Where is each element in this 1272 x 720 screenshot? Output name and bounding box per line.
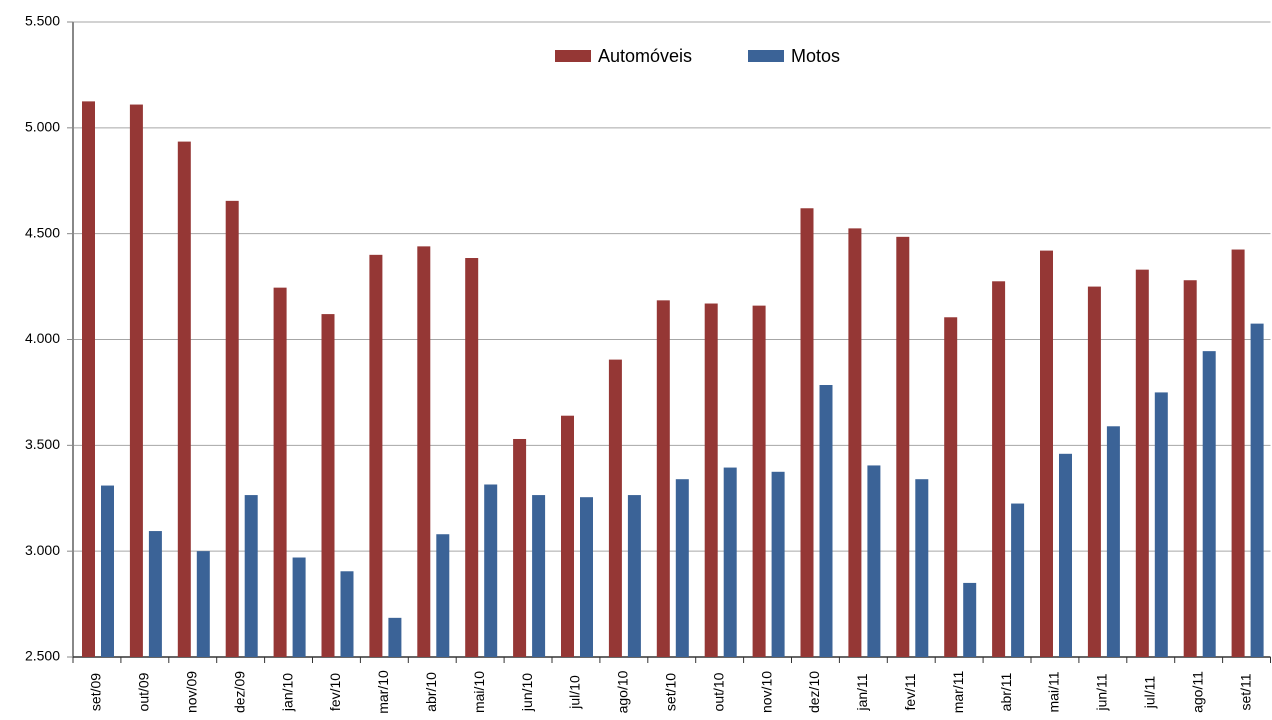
bar: [196, 551, 210, 657]
bar: [1011, 503, 1025, 657]
bar: [608, 359, 622, 657]
bar: [800, 208, 814, 657]
bar: [656, 300, 670, 657]
x-tick-label: fev/11: [902, 673, 918, 710]
bar: [944, 317, 958, 657]
bar: [148, 531, 162, 657]
bar: [436, 534, 450, 657]
legend-label: Automóveis: [598, 46, 692, 66]
x-tick-label: out/10: [710, 672, 726, 711]
bar: [819, 385, 833, 657]
x-tick-label: set/10: [662, 673, 678, 711]
x-tick-label: fev/10: [327, 673, 343, 711]
bar: [369, 254, 383, 658]
bar: [292, 557, 306, 657]
bar: [867, 465, 881, 657]
bar: [963, 582, 977, 657]
x-tick-label: nov/09: [183, 671, 199, 713]
bar: [627, 495, 641, 657]
x-tick-label: ago/11: [1189, 671, 1205, 713]
bar: [1154, 392, 1168, 657]
legend-swatch: [748, 50, 784, 62]
legend-swatch: [555, 50, 591, 62]
bar: [752, 305, 766, 657]
x-tick-label: nov/10: [758, 671, 774, 713]
x-tick-label: ago/10: [615, 670, 631, 713]
bar: [244, 495, 258, 657]
bar: [225, 200, 239, 657]
x-tick-label: set/09: [88, 673, 104, 711]
bar: [723, 467, 737, 657]
x-tick-label: jan/10: [279, 673, 295, 712]
bar: [704, 303, 718, 657]
bar: [561, 415, 574, 657]
bar: [417, 246, 431, 657]
x-tick-label: jun/11: [1094, 673, 1110, 711]
x-tick-label: mai/11: [1046, 671, 1062, 712]
y-tick-label: 5.500: [25, 13, 60, 29]
bar: [321, 314, 335, 657]
bar: [1202, 351, 1216, 657]
bar: [848, 228, 862, 657]
x-tick-label: jun/10: [519, 673, 535, 712]
y-tick-label: 5.000: [25, 119, 60, 135]
x-tick-label: abr/10: [423, 672, 439, 712]
x-tick-label: mar/11: [950, 671, 966, 714]
bar: [484, 484, 498, 657]
bar: [1250, 323, 1264, 657]
bar: [273, 287, 287, 657]
bar: [388, 617, 402, 657]
bar: [1231, 249, 1245, 657]
y-tick-label: 4.500: [25, 224, 60, 240]
x-tick-label: jul/10: [567, 675, 583, 710]
y-tick-label: 4.000: [25, 330, 60, 346]
x-tick-label: mar/10: [375, 670, 391, 714]
bar: [675, 479, 689, 657]
bar: [532, 495, 546, 657]
x-tick-label: set/11: [1237, 673, 1253, 710]
bar: [896, 236, 910, 657]
bar: [177, 141, 191, 657]
bar: [1040, 250, 1053, 657]
bar: [1106, 426, 1120, 657]
bar: [1059, 453, 1072, 657]
y-tick-label: 2.500: [25, 648, 60, 664]
y-tick-label: 3.500: [25, 436, 60, 452]
bar: [101, 485, 114, 657]
y-tick-label: 3.000: [25, 542, 60, 558]
bar: [1183, 280, 1197, 657]
bar: [1087, 286, 1101, 657]
x-tick-label: abr/11: [998, 672, 1014, 711]
bar: [340, 571, 354, 657]
bar: [771, 471, 785, 657]
x-tick-label: dez/09: [231, 671, 247, 713]
bar: [82, 101, 95, 657]
bar: [915, 479, 929, 657]
bar: [465, 258, 479, 657]
bar: [580, 497, 593, 657]
x-tick-label: out/09: [136, 672, 152, 711]
bar: [129, 104, 143, 658]
x-tick-label: jul/11: [1141, 676, 1157, 710]
legend-label: Motos: [791, 46, 840, 66]
bar: [1135, 269, 1149, 657]
x-tick-label: dez/10: [806, 671, 822, 713]
x-tick-label: mai/10: [471, 671, 487, 713]
x-tick-label: jan/11: [854, 673, 870, 711]
bar: [992, 281, 1006, 657]
bar: [513, 438, 527, 657]
